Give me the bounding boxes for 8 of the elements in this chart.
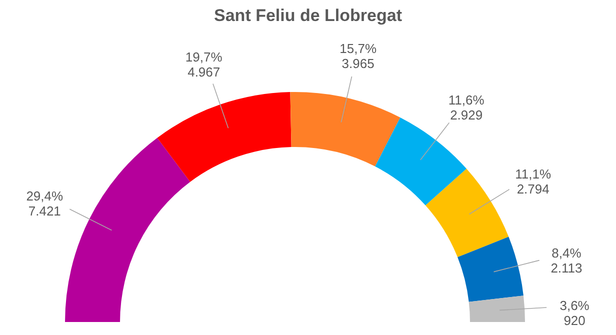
data-label: 8,4% 2.113 bbox=[550, 245, 582, 276]
data-label: 15,7% 3.965 bbox=[340, 41, 377, 72]
data-label: 29,4% 7.421 bbox=[26, 188, 64, 219]
data-label: 3,6% 920 bbox=[560, 298, 590, 328]
chart-title: Sant Feliu de Llobregat bbox=[214, 6, 402, 25]
data-label: 11,6% 2.929 bbox=[448, 92, 485, 123]
data-label: 11,1% 2.794 bbox=[515, 166, 552, 197]
data-label: 19,7% 4.967 bbox=[185, 49, 223, 80]
